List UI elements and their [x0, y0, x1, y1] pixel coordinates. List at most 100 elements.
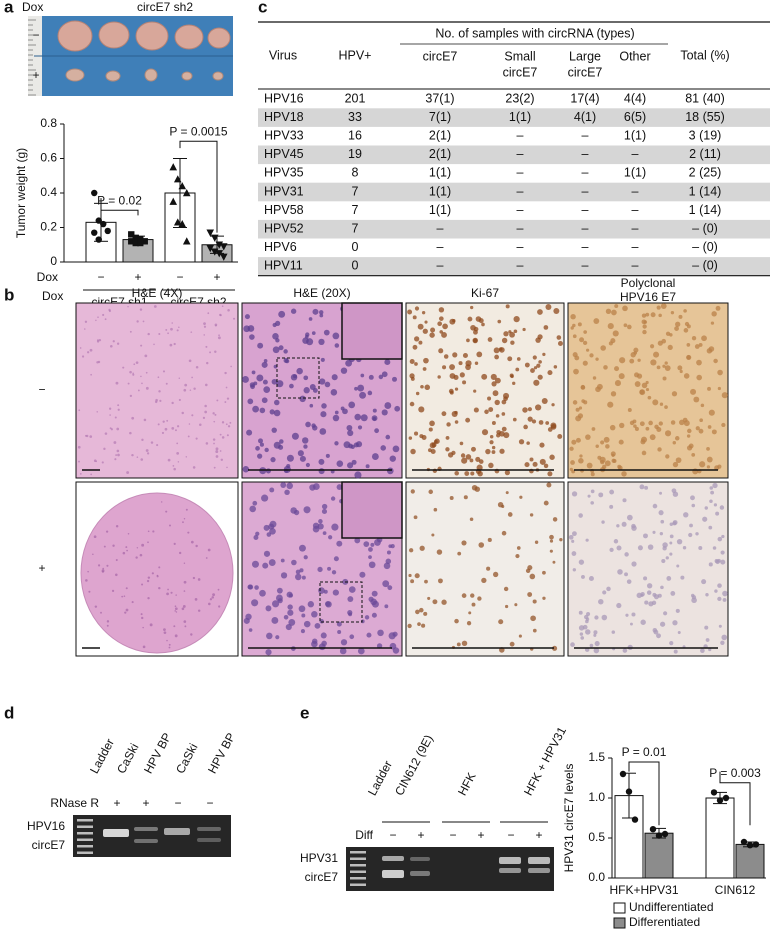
- cell: [530, 615, 536, 622]
- cell: [135, 361, 139, 365]
- cell: [248, 584, 254, 590]
- cell: [165, 328, 168, 331]
- cell: [442, 365, 447, 370]
- cell: [647, 544, 654, 550]
- cell: [613, 539, 619, 544]
- cell: [357, 647, 365, 655]
- cell: [645, 312, 650, 317]
- legend-swatch: [613, 917, 626, 929]
- data-point: [169, 197, 178, 205]
- cell: [256, 374, 264, 382]
- band-label: HPV31: [300, 851, 338, 865]
- cell: [320, 411, 327, 418]
- cell: [286, 482, 294, 490]
- cell: [503, 586, 509, 592]
- cell: [295, 569, 301, 575]
- table-cell: HPV33: [264, 128, 304, 142]
- cell: [531, 419, 537, 424]
- data-point: [655, 832, 663, 839]
- cell: [174, 605, 177, 608]
- column-header: HPV16 E7: [620, 290, 676, 304]
- ladder-band: [350, 864, 366, 867]
- cell: [610, 451, 616, 457]
- cell: [611, 630, 616, 634]
- cell: [490, 373, 497, 380]
- data-point: [178, 182, 187, 190]
- gel: [73, 815, 231, 857]
- cell: [691, 453, 696, 457]
- cell: [462, 352, 468, 358]
- cell: [691, 597, 697, 604]
- table-cell: – (0): [692, 259, 718, 273]
- data-point: [722, 794, 730, 802]
- cell: [466, 621, 472, 626]
- cell: [259, 442, 264, 447]
- table-cell: –: [517, 166, 524, 180]
- cell: [125, 587, 128, 590]
- cell: [504, 470, 510, 476]
- y-axis-label: HPV31 circE7 levels: [562, 764, 576, 873]
- cell: [287, 604, 293, 610]
- cell: [171, 322, 173, 324]
- cell: [205, 345, 208, 348]
- cell: [414, 306, 420, 311]
- cell: [454, 618, 459, 624]
- x-axis-label: Dox: [37, 270, 58, 284]
- cell: [598, 598, 604, 605]
- cell: [452, 352, 458, 358]
- cell: [717, 386, 721, 391]
- cell: [702, 516, 708, 522]
- cell: [670, 310, 675, 315]
- cell: [194, 598, 198, 601]
- cell: [443, 354, 449, 359]
- cell: [389, 455, 396, 462]
- table-cell: –: [517, 203, 524, 217]
- cell: [420, 384, 424, 389]
- cell: [631, 523, 636, 529]
- cell: [184, 383, 188, 387]
- cell: [195, 437, 198, 440]
- table-cell: –: [517, 240, 524, 254]
- band: [382, 856, 404, 861]
- cell: [220, 458, 224, 462]
- cell: [532, 355, 537, 360]
- cell: [160, 501, 163, 503]
- cell: [340, 406, 345, 411]
- cell: [139, 553, 143, 557]
- cell: [469, 458, 474, 463]
- cell: [230, 365, 232, 368]
- cell: [701, 579, 707, 585]
- cell: [454, 387, 459, 391]
- table-column-header: circE7: [423, 49, 458, 63]
- cell: [429, 420, 435, 427]
- cell: [695, 532, 699, 536]
- cell: [414, 431, 419, 436]
- cell: [347, 596, 354, 603]
- cell: [679, 419, 685, 426]
- cell: [377, 629, 384, 637]
- cell: [570, 642, 575, 647]
- panel-label: d: [4, 703, 14, 722]
- cell: [644, 485, 649, 490]
- cell: [645, 426, 650, 431]
- cell: [658, 313, 662, 318]
- cell: [510, 340, 515, 345]
- x-tick-label: CIN612: [715, 883, 756, 897]
- cell: [594, 640, 600, 647]
- cell: [698, 428, 704, 434]
- cell: [449, 373, 456, 379]
- table-cell: –: [582, 184, 589, 198]
- table-cell: 7(1): [429, 110, 451, 124]
- cell: [414, 336, 420, 342]
- cell: [268, 559, 276, 566]
- lane-label: HFK: [455, 770, 479, 798]
- cell: [473, 407, 479, 413]
- cell: [696, 359, 702, 366]
- cell: [271, 617, 279, 624]
- cell: [226, 397, 230, 400]
- cell: [449, 496, 454, 500]
- cell: [227, 425, 231, 428]
- cell: [214, 350, 217, 353]
- cell: [653, 594, 660, 600]
- cell: [79, 473, 82, 475]
